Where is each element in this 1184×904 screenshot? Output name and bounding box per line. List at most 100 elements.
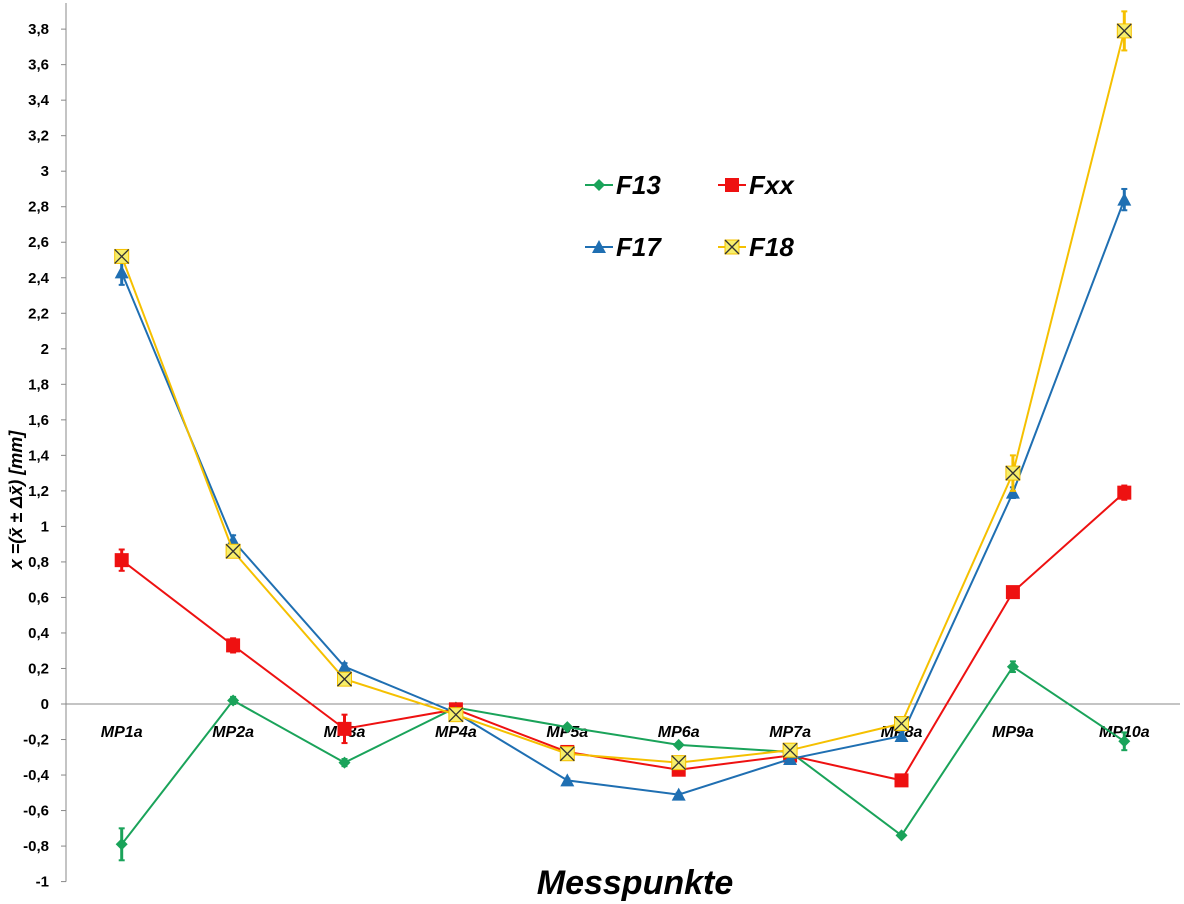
series-fxx [114, 484, 1132, 788]
y-tick-label: 0,4 [28, 625, 50, 642]
x-category-label: MP2a [212, 724, 254, 741]
legend-label: F18 [749, 232, 794, 262]
y-tick-label: -0,8 [23, 838, 49, 855]
data-point-square [725, 178, 739, 192]
data-point-square [114, 553, 129, 568]
y-tick-label: -0,6 [23, 803, 49, 820]
data-point-x [225, 543, 241, 559]
data-point-diamond [1006, 660, 1019, 673]
data-point-diamond [338, 756, 351, 769]
y-tick-label: 1,4 [28, 447, 50, 464]
y-tick-label: 2,8 [28, 199, 49, 216]
data-point-diamond [115, 838, 128, 851]
legend-item-f18: F18 [718, 232, 794, 262]
data-point-triangle [894, 728, 909, 742]
data-point-x [724, 239, 740, 255]
data-point-x-stroke [448, 707, 464, 723]
data-point-triangle [1005, 485, 1020, 499]
data-point-x-stroke [724, 239, 740, 255]
data-point-x [1116, 23, 1132, 39]
data-point-diamond [227, 694, 240, 707]
data-point-square [226, 638, 241, 653]
series-line [120, 665, 1125, 845]
y-tick-label: 0,2 [28, 660, 49, 677]
y-tick-label: 3 [41, 163, 49, 180]
data-point-x [782, 742, 798, 758]
series-line [120, 199, 1126, 796]
x-category-label: MP4a [435, 724, 477, 741]
data-point-triangle [114, 265, 129, 279]
y-tick-label: 2,2 [28, 305, 49, 322]
x-category-label: MP6a [658, 724, 700, 741]
y-tick-label: 1,8 [28, 376, 49, 393]
y-axis-ticks: -1 -0,8 -0,6 -0,4 -0,2 0 0,2 0,4 0,6 0,8 1 1,2 1,4 1,… [23, 21, 66, 891]
data-point-diamond [561, 721, 574, 734]
x-category-label: MP1a [101, 724, 143, 741]
data-point-x-stroke [1116, 23, 1132, 39]
y-tick-label: 3,4 [28, 92, 50, 109]
legend-label: F13 [616, 170, 661, 200]
series-layer [114, 10, 1132, 862]
y-tick-label: 0,8 [28, 554, 49, 571]
x-axis-categories: MP1aMP2aMP3aMP4aMP5aMP6aMP7aMP8aMP9aMP10… [101, 724, 1150, 741]
y-tick-label: 2,4 [28, 270, 50, 287]
data-point-x [114, 248, 130, 264]
data-point-triangle [1117, 192, 1132, 206]
y-tick-label: 1,6 [28, 412, 49, 429]
data-point-x-stroke [114, 248, 130, 264]
legend-item-f13: F13 [585, 170, 661, 200]
axes [65, 3, 1180, 882]
data-point-triangle [560, 773, 575, 787]
data-point-x [337, 671, 352, 687]
y-tick-label: 3,8 [28, 21, 49, 38]
data-point-x-stroke [225, 543, 241, 559]
data-point-x [1005, 465, 1021, 481]
y-tick-label: 1 [41, 518, 49, 535]
data-point-square [894, 773, 909, 788]
legend-item-fxx: Fxx [718, 170, 795, 200]
y-tick-label: 3,6 [28, 57, 49, 74]
data-point-x-stroke [671, 755, 687, 771]
legend-label: F17 [616, 232, 662, 262]
data-point-square [1005, 585, 1020, 600]
data-point-triangle [783, 752, 798, 766]
data-point-x-stroke [1005, 465, 1021, 481]
legend: F13 Fxx F17 F18 [585, 170, 795, 262]
y-tick-label: -1 [36, 874, 49, 891]
data-point-diamond [895, 829, 908, 842]
y-tick-label: 2 [41, 341, 49, 358]
y-tick-label: -0,4 [23, 767, 50, 784]
data-point-x [894, 716, 909, 732]
data-point-diamond [1118, 735, 1131, 748]
data-point-diamond [593, 179, 605, 191]
data-point-square [337, 721, 352, 736]
data-point-x [448, 707, 464, 723]
data-point-x-stroke [559, 746, 575, 762]
x-axis-title: Messpunkte [537, 864, 734, 902]
y-axis-title: x =(x̄ ± Δx̄) [mm] [6, 430, 26, 571]
y-tick-label: 1,2 [28, 483, 49, 500]
x-category-label: MP7a [769, 724, 811, 741]
data-point-triangle [592, 240, 606, 253]
data-point-triangle [671, 787, 686, 801]
data-point-x-stroke [337, 671, 352, 687]
y-tick-label: 0,6 [28, 589, 49, 606]
legend-item-f17: F17 [585, 232, 662, 262]
data-point-x-stroke [782, 742, 798, 758]
data-point-x [671, 755, 687, 771]
series-line [121, 491, 1125, 782]
data-point-square [1117, 485, 1132, 500]
series-line [120, 30, 1126, 764]
y-tick-label: 3,2 [28, 128, 49, 145]
series-f17 [114, 187, 1132, 801]
data-point-x-stroke [894, 716, 909, 731]
data-point-diamond [672, 738, 685, 751]
y-tick-label: -0,2 [23, 732, 49, 749]
series-f18 [114, 10, 1132, 771]
data-point-x [559, 746, 575, 762]
y-tick-label: 2,6 [28, 234, 49, 251]
legend-label: Fxx [749, 170, 795, 200]
y-tick-label: 0 [41, 696, 49, 713]
data-point-triangle [337, 659, 352, 673]
